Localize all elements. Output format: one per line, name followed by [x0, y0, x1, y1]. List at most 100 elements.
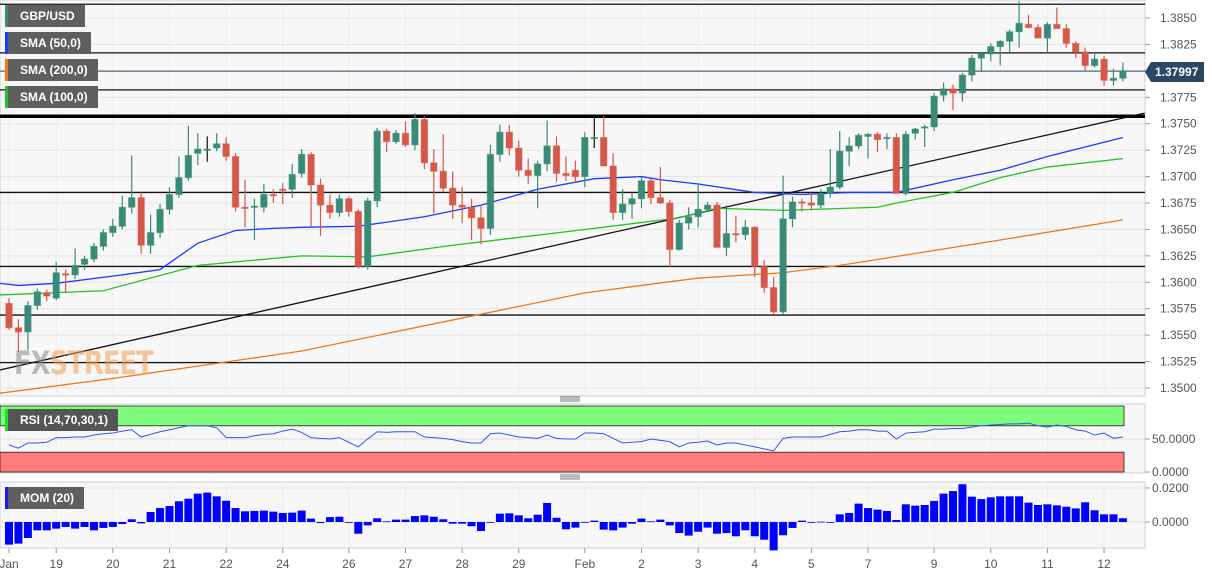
candle[interactable]	[401, 121, 410, 147]
candle[interactable]	[845, 137, 853, 166]
candle[interactable]	[543, 120, 551, 172]
candle[interactable]	[297, 149, 306, 178]
candle[interactable]	[33, 288, 42, 310]
candle[interactable]	[71, 248, 79, 280]
candle[interactable]	[977, 51, 986, 72]
candle[interactable]	[260, 183, 268, 213]
legend-sma-100[interactable]: SMA (100,0)	[5, 86, 98, 108]
candle[interactable]	[902, 131, 910, 196]
candle[interactable]	[666, 199, 674, 268]
panel-resize-handle[interactable]	[560, 474, 580, 480]
candle[interactable]	[496, 124, 504, 162]
candle[interactable]	[222, 137, 230, 161]
candle[interactable]	[930, 93, 938, 132]
candle[interactable]	[732, 215, 740, 243]
candle[interactable]	[647, 178, 655, 205]
candle[interactable]	[571, 160, 580, 183]
candle[interactable]	[80, 255, 89, 270]
candle[interactable]	[675, 219, 683, 251]
candle[interactable]	[448, 171, 457, 219]
candle[interactable]	[987, 43, 995, 62]
candle[interactable]	[1015, 1, 1023, 48]
candle[interactable]	[212, 133, 221, 152]
candle[interactable]	[769, 276, 778, 314]
candle[interactable]	[637, 177, 646, 209]
candle[interactable]	[590, 117, 598, 149]
candle[interactable]	[43, 289, 51, 302]
legend-sma-200[interactable]: SMA (200,0)	[5, 59, 98, 81]
candle[interactable]	[694, 185, 702, 228]
candle[interactable]	[600, 116, 608, 167]
candle[interactable]	[836, 131, 844, 190]
candle[interactable]	[411, 113, 419, 151]
candle[interactable]	[807, 193, 816, 211]
candle[interactable]	[1119, 62, 1127, 82]
candle[interactable]	[439, 134, 447, 192]
legend-symbol[interactable]: GBP/USD	[5, 5, 85, 27]
candle[interactable]	[505, 124, 514, 156]
candle[interactable]	[90, 243, 98, 263]
candle[interactable]	[345, 196, 353, 217]
candle[interactable]	[326, 194, 334, 219]
candle[interactable]	[1005, 29, 1014, 54]
candle[interactable]	[515, 140, 523, 177]
legend-rsi[interactable]: RSI (14,70,30,1)	[5, 409, 119, 431]
candle[interactable]	[958, 72, 967, 102]
candle[interactable]	[618, 189, 627, 220]
candle[interactable]	[1043, 22, 1052, 53]
candle[interactable]	[609, 153, 617, 220]
candle[interactable]	[241, 179, 249, 228]
candle[interactable]	[1034, 24, 1042, 39]
candle[interactable]	[392, 130, 400, 144]
candle[interactable]	[250, 198, 259, 240]
candle[interactable]	[486, 144, 495, 235]
candle[interactable]	[817, 189, 825, 209]
candle[interactable]	[873, 132, 882, 153]
candle[interactable]	[883, 133, 891, 150]
candle[interactable]	[146, 214, 155, 254]
candle[interactable]	[467, 198, 476, 240]
candle[interactable]	[364, 197, 372, 270]
candle[interactable]	[1024, 14, 1033, 29]
candle[interactable]	[949, 84, 957, 110]
candle[interactable]	[335, 194, 344, 217]
candle[interactable]	[920, 124, 929, 147]
trendline[interactable]	[0, 112, 1145, 371]
candle[interactable]	[156, 204, 164, 238]
candle[interactable]	[911, 127, 919, 140]
candle[interactable]	[826, 149, 834, 198]
candle[interactable]	[52, 262, 60, 301]
candle[interactable]	[751, 226, 759, 277]
candle[interactable]	[1109, 68, 1118, 86]
candle[interactable]	[1090, 51, 1099, 68]
candle[interactable]	[165, 187, 174, 215]
candle[interactable]	[703, 201, 712, 212]
candle[interactable]	[741, 219, 750, 240]
candle[interactable]	[864, 133, 872, 159]
candle[interactable]	[854, 133, 863, 150]
candle[interactable]	[798, 198, 806, 212]
candle[interactable]	[628, 193, 636, 219]
candle[interactable]	[5, 298, 13, 330]
candle[interactable]	[99, 229, 108, 251]
candle[interactable]	[373, 127, 381, 208]
candle[interactable]	[14, 319, 23, 353]
candle[interactable]	[24, 301, 32, 350]
candle[interactable]	[656, 167, 665, 205]
candle[interactable]	[458, 187, 466, 224]
legend-sma-50[interactable]: SMA (50,0)	[5, 32, 91, 54]
candle[interactable]	[269, 189, 278, 203]
rsi-panel[interactable]: 50.0000 0.0000	[0, 403, 1196, 479]
candle[interactable]	[307, 152, 315, 228]
candle[interactable]	[562, 156, 570, 181]
price-panel[interactable]: 1.3850 1.3825 1.3775 1.3750 1.3725 1.3700 1.36…	[0, 0, 1197, 480]
candle[interactable]	[382, 128, 391, 153]
candle[interactable]	[194, 133, 202, 165]
candle[interactable]	[1100, 56, 1108, 86]
candle[interactable]	[420, 116, 429, 170]
candle[interactable]	[760, 260, 768, 293]
candle[interactable]	[1053, 7, 1061, 30]
mom-panel[interactable]: 0.0200 0.0000	[0, 481, 1189, 551]
candle[interactable]	[288, 163, 296, 198]
